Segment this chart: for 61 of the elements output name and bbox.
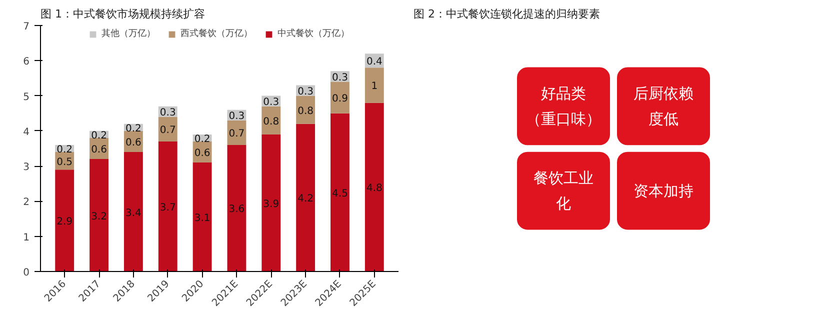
data-label: 0.3: [263, 97, 280, 108]
data-label: 0.2: [56, 144, 73, 156]
y-tick-label: 2: [23, 197, 30, 208]
text: 餐饮工业化: [534, 169, 594, 212]
data-label: 3.4: [125, 208, 142, 219]
text: 后厨依赖度低: [634, 84, 694, 128]
data-label: 4.8: [366, 183, 382, 194]
data-label: 0.8: [298, 106, 314, 117]
bar: [227, 120, 246, 145]
bar: [227, 144, 246, 272]
data-label: 2.9: [56, 216, 73, 228]
chart-title: 图 1：中式餐饮市场规模持续扩容: [40, 8, 205, 20]
text: 图 2：中式餐饮连锁化提速的归纳要素: [414, 8, 600, 20]
bar: [330, 82, 350, 114]
bar: [124, 152, 143, 272]
data-label: 0.9: [332, 94, 348, 105]
data-label: 3.2: [91, 211, 107, 222]
data-label: 0.7: [228, 128, 245, 140]
y-tick-label: 1: [23, 232, 30, 244]
data-label: 3.6: [228, 204, 245, 216]
data-label: 4.5: [332, 188, 348, 200]
bar: [90, 159, 108, 272]
bar: [364, 68, 384, 103]
data-label: 3.1: [194, 213, 210, 224]
data-label: 0.6: [125, 137, 142, 148]
y-tick-label: 4: [23, 126, 30, 138]
y-tick-label: 6: [23, 56, 30, 68]
legend-label: 西式餐饮（万亿）: [180, 28, 252, 40]
data-label: 1: [371, 81, 378, 92]
data-label: 3.9: [263, 198, 280, 210]
y-tick-label: 3: [23, 162, 30, 174]
data-label: 0.3: [332, 72, 348, 84]
data-label: 0.6: [91, 144, 107, 156]
data-label: 0.2: [125, 123, 142, 134]
bar: [192, 162, 212, 272]
text: 好品类（重口味）: [526, 84, 601, 128]
y-tick-label: 5: [23, 92, 30, 103]
data-label: 0.2: [194, 134, 210, 145]
legend-label: 其他（万亿）: [102, 28, 156, 40]
bar: [262, 134, 281, 272]
bar: [330, 113, 350, 272]
data-label: 0.2: [91, 130, 107, 142]
bar: [296, 124, 316, 272]
data-label: 3.7: [160, 202, 176, 214]
data-label: 0.4: [366, 56, 382, 68]
data-label: 0.3: [160, 108, 176, 119]
data-label: 0.8: [263, 116, 280, 128]
data-label: 0.5: [56, 156, 73, 168]
data-label: 4.2: [298, 194, 314, 205]
bar: [158, 141, 178, 272]
y-tick-label: 7: [23, 22, 30, 32]
data-label: 0.3: [298, 86, 314, 98]
bar: [364, 102, 384, 272]
y-tick-label: 0: [23, 268, 30, 278]
legend-label: 中式餐饮（万亿）: [278, 28, 350, 40]
data-label: 0.7: [160, 125, 176, 136]
bar: [55, 170, 74, 272]
text: 资本加持: [634, 182, 694, 200]
data-label: 0.6: [194, 148, 210, 160]
bar: [158, 116, 178, 142]
data-label: 0.3: [228, 111, 245, 122]
